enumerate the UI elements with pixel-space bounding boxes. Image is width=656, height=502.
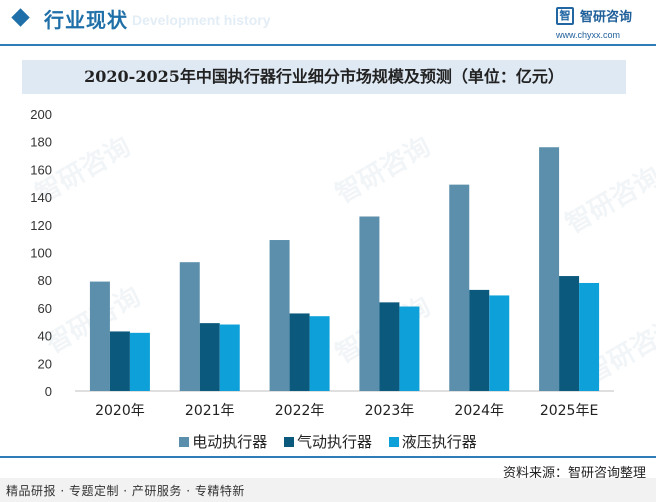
x-tick-label: 2023年 xyxy=(365,403,415,419)
y-tick-label: 160 xyxy=(30,162,52,177)
section-title: 行业现状 xyxy=(44,8,128,32)
header-divider xyxy=(0,44,656,46)
bar xyxy=(469,289,490,391)
bar xyxy=(449,184,470,391)
bar xyxy=(559,276,580,391)
footer-bar xyxy=(0,478,656,502)
chart-title: 2020-2025年中国执行器行业细分市场规模及预测（单位：亿元） xyxy=(84,67,564,86)
section-watermark: Development history xyxy=(132,12,271,28)
chart-legend: 电动执行器 气动执行器 液压执行器 xyxy=(0,431,656,452)
source-divider xyxy=(0,456,656,458)
x-tick-label: 2020年 xyxy=(95,403,145,419)
y-tick-label: 140 xyxy=(30,190,52,205)
brand-logo-icon: 智 xyxy=(556,7,574,25)
bar xyxy=(109,331,130,391)
y-tick-label: 180 xyxy=(30,135,52,150)
bar xyxy=(379,302,400,391)
legend-swatch xyxy=(283,437,294,447)
bar xyxy=(269,240,290,391)
legend-label: 气动执行器 xyxy=(296,433,372,451)
legend-item-pneumatic: 气动执行器 xyxy=(283,431,372,452)
x-tick-label: 2025年E xyxy=(540,403,598,419)
bar xyxy=(309,316,330,391)
brand-name: 智研咨询 xyxy=(580,10,633,25)
y-tick-label: 0 xyxy=(45,384,52,399)
bar xyxy=(129,332,150,391)
bar xyxy=(359,216,380,391)
bar xyxy=(219,324,240,391)
source-note: 资料来源：智研咨询整理 xyxy=(502,466,646,481)
legend-item-electric: 电动执行器 xyxy=(179,431,267,452)
bar xyxy=(289,313,310,391)
x-tick-label: 2022年 xyxy=(275,403,325,419)
brand-url: www.chyxx.com xyxy=(556,30,621,40)
x-tick-label: 2021年 xyxy=(185,403,235,419)
bar xyxy=(579,282,600,391)
bar xyxy=(399,306,420,391)
bar xyxy=(539,147,560,391)
y-tick-label: 80 xyxy=(38,273,52,288)
legend-swatch xyxy=(388,437,399,447)
y-tick-label: 40 xyxy=(38,329,52,344)
bar xyxy=(199,323,220,391)
footer-text: 精品研报 · 专题定制 · 产研服务 · 专精特新 xyxy=(6,484,245,498)
legend-label: 液压执行器 xyxy=(401,433,477,451)
bar-chart: 0 20 40 60 80 100 120 140 160 180 200 2020年 2021年 202… xyxy=(30,107,614,419)
section-diamond-icon xyxy=(11,8,30,27)
y-tick-label: 120 xyxy=(30,218,52,233)
y-tick-label: 200 xyxy=(30,107,52,122)
x-tick-label: 2024年 xyxy=(454,403,504,419)
bar xyxy=(179,262,200,391)
y-tick-label: 60 xyxy=(38,301,52,316)
header: Development history 行业现状 智 智研咨询 www.chyx… xyxy=(0,0,656,44)
bar xyxy=(489,295,510,391)
y-tick-label: 100 xyxy=(30,246,52,261)
bar xyxy=(89,281,110,391)
chart-title-bar xyxy=(22,60,626,94)
legend-swatch xyxy=(179,437,190,447)
legend-label: 电动执行器 xyxy=(192,433,268,451)
legend-item-hydraulic: 液压执行器 xyxy=(388,431,477,452)
y-tick-label: 20 xyxy=(38,356,52,371)
